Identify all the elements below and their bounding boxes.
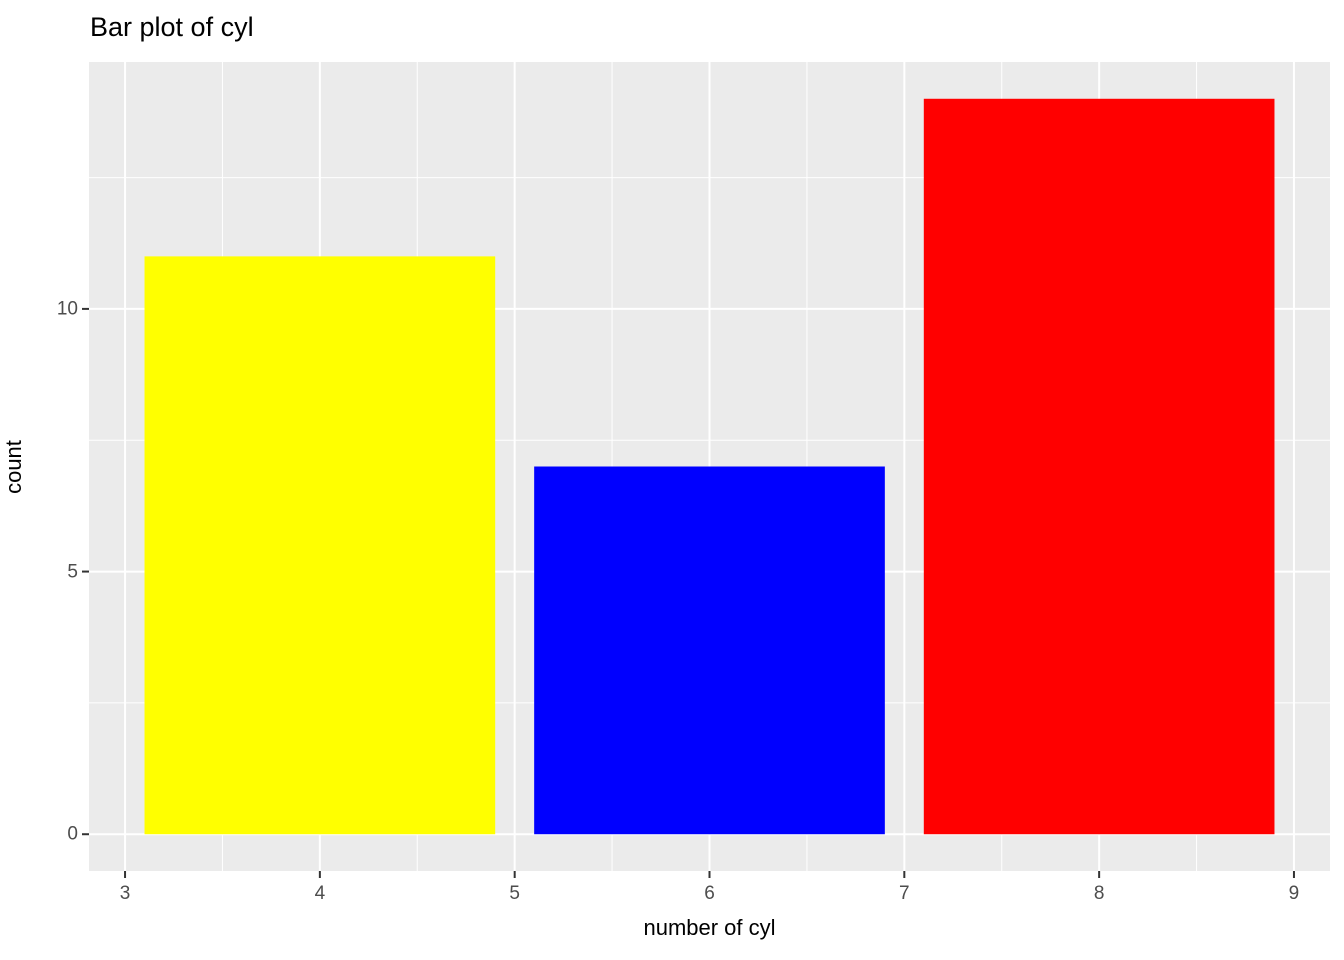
y-tick-label-0: 0 bbox=[67, 823, 78, 845]
x-tick-label-9: 9 bbox=[1288, 883, 1300, 904]
x-tick-label-6: 6 bbox=[704, 883, 715, 904]
bar-cyl-6 bbox=[534, 466, 885, 835]
y-tick-label-5: 5 bbox=[67, 561, 78, 583]
x-tick-label-4: 4 bbox=[314, 883, 326, 904]
x-axis-title: number of cyl bbox=[643, 915, 776, 940]
x-tick-label-8: 8 bbox=[1093, 883, 1105, 904]
y-axis-title: count bbox=[1, 439, 26, 494]
x-tick-label-7: 7 bbox=[899, 883, 910, 904]
bar-cyl-4 bbox=[144, 256, 496, 835]
y-tick-label-10: 10 bbox=[56, 298, 78, 320]
x-tick-label-5: 5 bbox=[509, 883, 520, 904]
x-tick-label-3: 3 bbox=[119, 883, 131, 904]
chart-title: Bar plot of cyl bbox=[90, 12, 254, 42]
bar-cyl-8 bbox=[923, 98, 1275, 835]
